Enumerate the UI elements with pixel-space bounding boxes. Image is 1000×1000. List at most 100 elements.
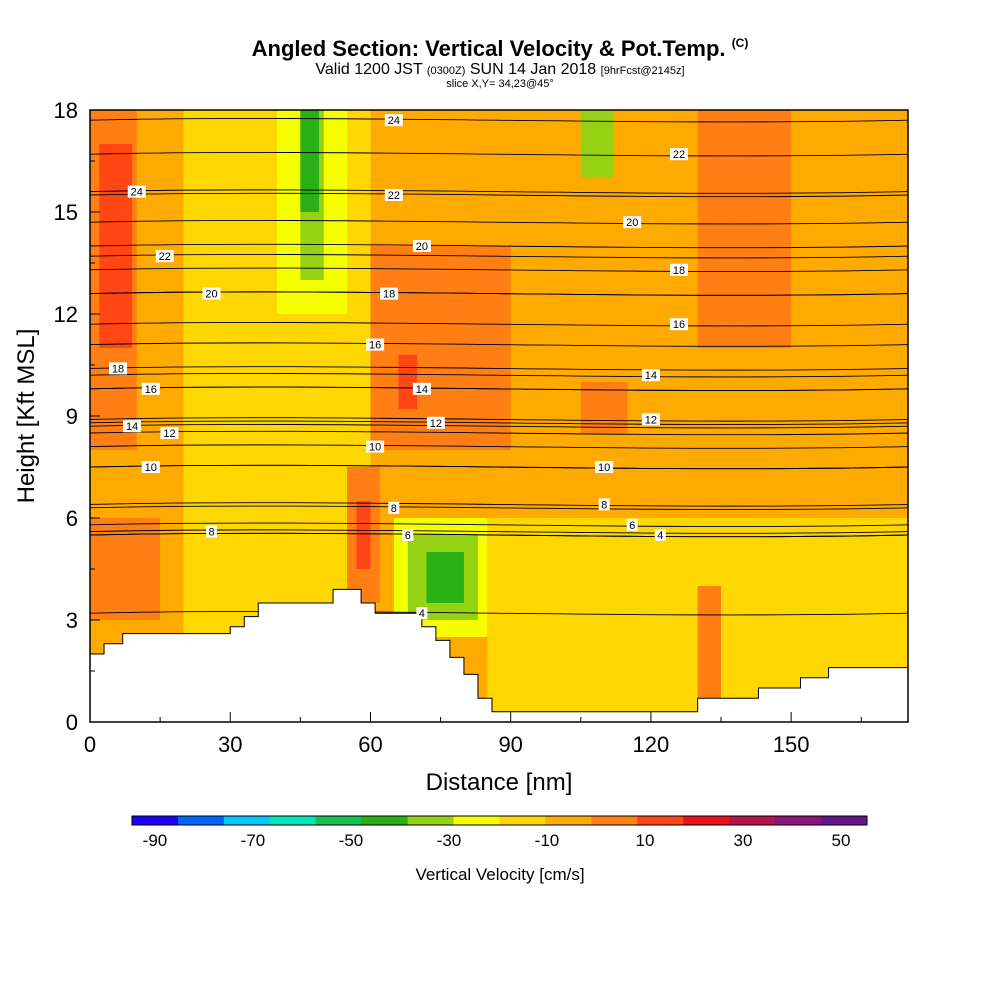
colorbar-tick-label-5: 10	[636, 831, 655, 850]
isentrope-label-box-26	[402, 529, 414, 541]
isentrope-label-box-17	[160, 427, 179, 439]
isentrope-label-box-16	[641, 369, 660, 382]
x-tick-label-2: 60	[358, 732, 382, 757]
colorbar-swatch-9	[545, 816, 592, 825]
isentrope-line-5	[90, 243, 908, 249]
isentrope-label-17: 12	[163, 428, 175, 440]
isentrope-line-9	[90, 267, 908, 272]
x-axis-label: Distance [nm]	[426, 769, 573, 796]
forecast-info: [9hrFcst@2145z]	[600, 65, 685, 77]
velocity-cell-23	[707, 603, 717, 654]
velocity-cell-16	[398, 354, 418, 410]
isentrope-line-22	[90, 464, 908, 470]
colorbar-tick-label-2: -50	[339, 831, 364, 850]
y-tick-label-3: 9	[66, 404, 78, 429]
x-tick-label-1: 30	[218, 732, 242, 757]
isentrope-label-box-11	[366, 338, 385, 351]
y-tick-label-5: 15	[54, 200, 78, 225]
colorbar-swatch-1	[177, 816, 225, 825]
isentrope-label-10: 18	[112, 363, 124, 375]
colorbar-swatch-4	[315, 816, 363, 825]
isentrope-label-21: 10	[369, 442, 381, 454]
isentrope-label-box-28	[654, 529, 666, 541]
isentrope-line-16	[90, 373, 908, 378]
isentrope-label-box-27	[626, 518, 638, 531]
isentrope-label-6: 20	[205, 289, 217, 301]
isentrope-label-20: 10	[145, 462, 157, 474]
isentrope-label-29: 4	[419, 608, 425, 620]
isentrope-label-box-15	[123, 420, 142, 433]
isentrope-label-box-22	[595, 461, 614, 473]
x-tick-label-0: 0	[84, 732, 96, 757]
isentrope-line-7	[90, 220, 908, 225]
colorbar-swatch-3	[269, 816, 317, 825]
isentrope-label-box-14	[412, 382, 431, 395]
x-tick-label-4: 120	[633, 732, 670, 757]
colorbar-swatch-15	[821, 816, 868, 825]
colorbar-tick-label-6: 30	[734, 831, 753, 850]
isentrope-label-box-6	[202, 287, 221, 300]
isentrope-line-21	[90, 444, 908, 449]
slice-info: slice X,Y= 34,23@45°	[446, 78, 554, 90]
isentrope-label-box-21	[366, 440, 385, 453]
terrain	[89, 588, 909, 723]
isentrope-label-25: 8	[601, 499, 607, 511]
isentrope-line-2	[90, 192, 908, 198]
velocity-cell-20	[721, 110, 759, 280]
isentrope-label-26: 6	[405, 530, 411, 542]
isentrope-line-10	[90, 366, 908, 371]
isentrope-line-0	[90, 189, 908, 194]
isentrope-label-box-29	[416, 607, 428, 620]
isentrope-label-7: 20	[626, 217, 638, 229]
isentrope-label-0: 24	[131, 187, 143, 199]
isentrope-label-box-3	[155, 250, 174, 263]
colorbar-tick-label-0: -90	[143, 831, 168, 850]
isentrope-line-25	[90, 502, 908, 507]
velocity-cell-6	[300, 110, 320, 212]
colorbar-tick-label-3: -30	[437, 831, 462, 850]
isentrope-label-2: 22	[388, 190, 400, 202]
isentrope-label-box-25	[598, 498, 610, 511]
isentrope-label-12: 16	[145, 384, 157, 396]
valid-zulu: (0300Z)	[426, 65, 466, 77]
colorbar-swatch-13	[729, 816, 776, 825]
isentrope-label-27: 6	[629, 520, 635, 532]
isentrope-label-24: 8	[391, 503, 397, 515]
isentrope-label-28: 4	[657, 530, 663, 542]
x-tick-label-3: 90	[498, 732, 522, 757]
isentrope-label-4: 22	[673, 149, 685, 161]
chart-title-text: Angled Section: Vertical Velocity & Pot.…	[251, 36, 726, 61]
isentrope-label-5: 20	[416, 241, 428, 253]
isentrope-label-22: 10	[598, 462, 610, 474]
y-tick-label-1: 3	[66, 608, 78, 633]
isentrope-label-3: 22	[159, 251, 171, 263]
isentrope-line-29	[90, 611, 908, 616]
isentrope-label-1: 24	[388, 115, 400, 127]
isentrope-line-14	[90, 386, 908, 391]
isentrope-labels: 24 24 22 22 22 20 20 20 18 18 18 16 16 16 14 14 14 12 12 12…	[109, 114, 688, 620]
valid-date: SUN 14 Jan 2018	[469, 61, 597, 78]
isentrope-line-4	[90, 152, 908, 157]
velocity-cell-21	[580, 382, 628, 433]
isentrope-label-13: 16	[673, 319, 685, 331]
isentrope-label-14: 14	[416, 384, 428, 396]
isentrope-label-box-8	[380, 287, 399, 300]
isentrope-label-box-18	[426, 416, 445, 429]
colorbar-tick-label-7: 50	[832, 831, 851, 850]
velocity-cell-18	[356, 501, 371, 569]
y-tick-label-2: 6	[66, 506, 78, 531]
valid-prefix: Valid 1200 JST	[315, 61, 423, 78]
isentrope-label-19: 12	[645, 414, 657, 426]
isentrope-line-19	[90, 417, 908, 422]
isentrope-label-box-9	[669, 263, 688, 276]
colorbar-swatch-8	[499, 816, 546, 825]
colorbar-tick-label-1: -70	[241, 831, 266, 850]
colorbar-swatch-12	[683, 816, 730, 825]
isentrope-label-16: 14	[645, 370, 657, 382]
isentrope-label-box-12	[141, 382, 160, 395]
isentrope-line-13	[90, 322, 908, 327]
x-axis: 0 30 60 90 120 150	[84, 712, 862, 757]
chart-title-units: (C)	[731, 36, 749, 50]
velocity-cell-11	[90, 518, 161, 620]
